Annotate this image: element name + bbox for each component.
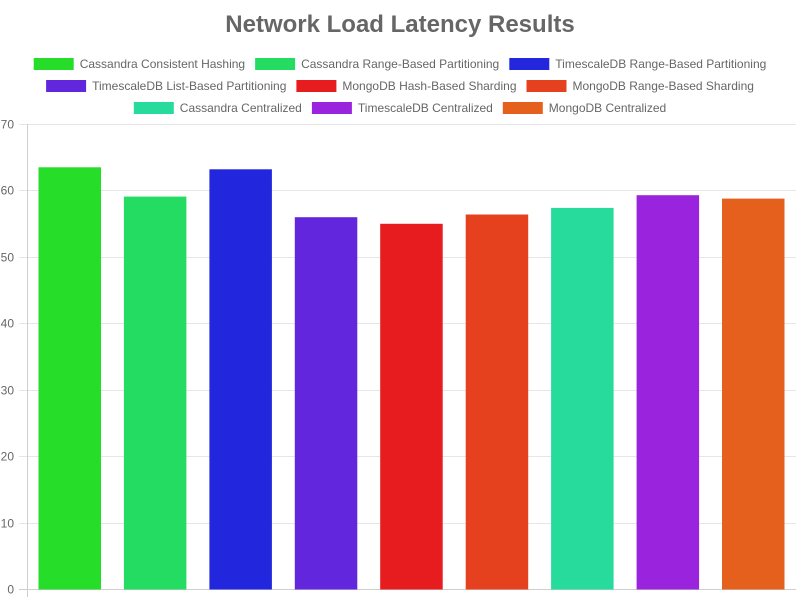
bar[interactable] [294, 217, 358, 590]
legend-swatch [296, 80, 337, 92]
y-tick-label: 10 [1, 517, 15, 531]
legend-swatch [526, 80, 567, 92]
bars [38, 167, 785, 590]
bar[interactable] [551, 207, 614, 590]
legend-label: TimescaleDB Centralized [358, 101, 493, 115]
legend-swatch [502, 102, 543, 114]
y-tick-label: 20 [1, 450, 15, 464]
legend-label: Cassandra Consistent Hashing [80, 57, 245, 71]
y-axis-ticks: 0 10 20 30 40 50 60 70 [1, 118, 15, 597]
legend-item[interactable]: Cassandra Range-Based Partitioning [255, 57, 499, 71]
legend-item[interactable]: Cassandra Consistent Hashing [33, 57, 245, 71]
legend-item[interactable]: MongoDB Centralized [502, 101, 666, 115]
legend-label: MongoDB Range-Based Sharding [573, 79, 754, 93]
legend-label: MongoDB Centralized [549, 101, 666, 115]
bar[interactable] [465, 214, 529, 590]
y-tick-label: 30 [1, 384, 15, 398]
legend[interactable]: Cassandra Consistent Hashing Cassandra Ra… [33, 57, 767, 115]
legend-swatch [255, 58, 296, 70]
legend-label: TimescaleDB Range-Based Partitioning [555, 57, 766, 71]
legend-item[interactable]: TimescaleDB List-Based Partitioning [46, 79, 286, 93]
legend-swatch [133, 102, 174, 114]
bar[interactable] [636, 195, 700, 590]
chart-title: Network Load Latency Results [225, 11, 574, 38]
y-tick-label: 40 [1, 317, 15, 331]
bar[interactable] [209, 169, 272, 590]
legend-label: TimescaleDB List-Based Partitioning [92, 79, 286, 93]
legend-swatch [509, 58, 550, 70]
legend-swatch [46, 80, 87, 92]
legend-item[interactable]: TimescaleDB Range-Based Partitioning [509, 57, 766, 71]
bar[interactable] [722, 198, 785, 590]
bar[interactable] [123, 196, 187, 590]
y-tick-label: 0 [7, 583, 14, 597]
legend-item[interactable]: Cassandra Centralized [133, 101, 302, 115]
legend-swatch [33, 58, 74, 70]
y-tick-label: 70 [1, 118, 15, 132]
legend-item[interactable]: MongoDB Hash-Based Sharding [296, 79, 517, 93]
bar[interactable] [380, 223, 443, 590]
bar[interactable] [38, 167, 101, 590]
legend-label: Cassandra Range-Based Partitioning [301, 57, 499, 71]
y-tick-label: 60 [1, 184, 15, 198]
legend-item[interactable]: TimescaleDB Centralized [311, 101, 493, 115]
legend-item[interactable]: MongoDB Range-Based Sharding [526, 79, 754, 93]
legend-swatch [311, 102, 352, 114]
legend-label: Cassandra Centralized [180, 101, 302, 115]
legend-label: MongoDB Hash-Based Sharding [342, 79, 516, 93]
y-tick-label: 50 [1, 251, 15, 265]
